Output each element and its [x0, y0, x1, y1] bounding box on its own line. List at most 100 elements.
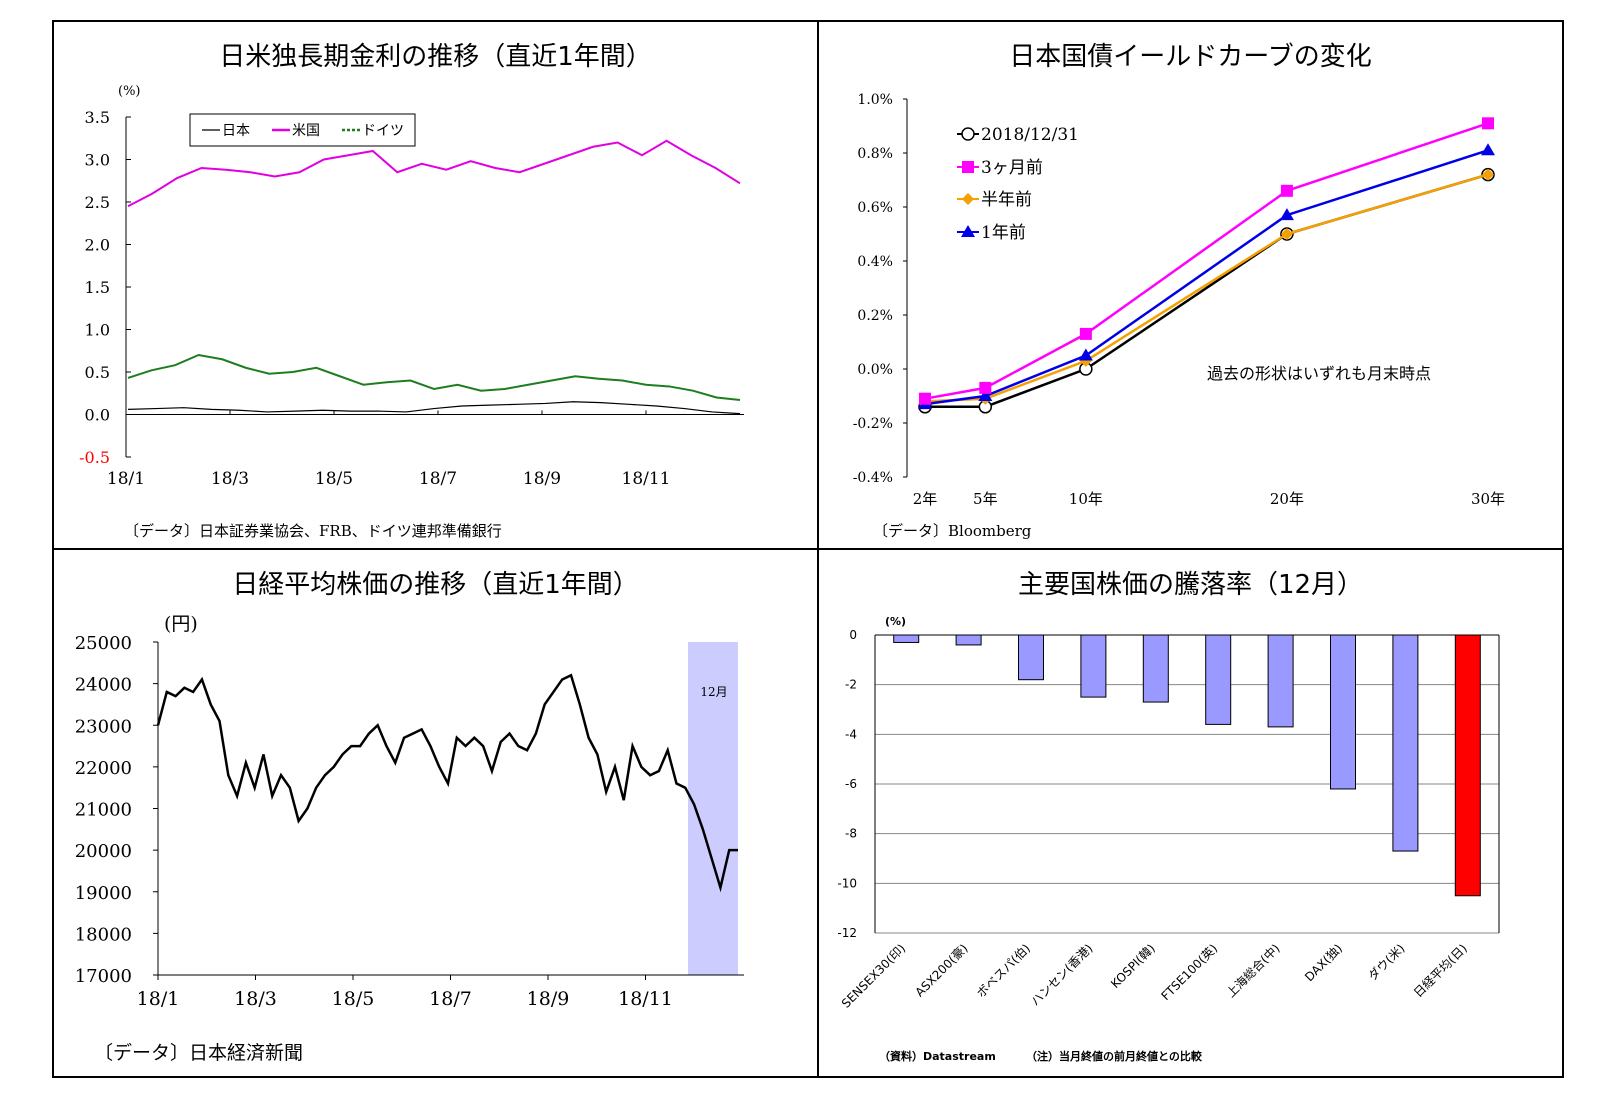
y-tick-label: 3.0 [85, 151, 110, 170]
x-tick-label: 5年 [973, 490, 998, 508]
yc-point-6m [1482, 168, 1494, 181]
bar-9 [1454, 634, 1481, 897]
x-tick-label: 10年 [1069, 490, 1103, 508]
yc-legend-label-2: 半年前 [981, 190, 1032, 210]
yc-point-1y [1078, 348, 1093, 361]
stock-returns-panel: 主要国株価の騰落率（12月） (%) 0 -2 -4 -6 -8 -10 -12 SENSEX3… [819, 550, 1562, 1076]
yc-point-1y [1481, 143, 1495, 156]
x-tick-label: 18/1 [137, 988, 180, 1010]
bar-5 [1205, 634, 1232, 725]
y-tick-label: 3.5 [85, 108, 110, 127]
bar-2 [1018, 634, 1044, 681]
yc-point-3m [1079, 327, 1092, 340]
x-tick-label: 18/11 [618, 988, 673, 1010]
stock-returns-source: （資料）Datastream [879, 1050, 996, 1063]
x-tick-label: 18/7 [419, 469, 457, 489]
y-tick-label: -10 [837, 876, 857, 890]
x-tick-label: 20年 [1270, 490, 1304, 508]
y-tick-label: -0.2% [853, 416, 893, 432]
y-tick-label: 2.5 [85, 193, 110, 212]
y-tick-label: 1.5 [85, 278, 110, 297]
yc-legend-label-0: 2018/12/31 [981, 125, 1079, 145]
legend-label-0: 日本 [222, 123, 250, 139]
x-tick-label-7: DAX(独) [1302, 941, 1345, 984]
x-tick-label: 18/1 [107, 469, 145, 489]
rates-chart: (%) 3.5 3.0 2.5 2.0 1.5 1.0 0.5 0.0 -0.5 18/1 18/3 1… [79, 84, 744, 489]
x-tick-label-1: ASX200(豪) [912, 941, 971, 1000]
nikkei-line [156, 673, 738, 893]
y-tick-label: 0 [849, 628, 857, 642]
x-tick-label-3: ハンセン(香港) [1028, 941, 1095, 1008]
bar-1 [955, 634, 982, 646]
yc-point-6m [1280, 228, 1293, 240]
y-tick-label: 0.2% [857, 308, 893, 324]
yc-point-3m [919, 392, 931, 405]
x-tick-label: 18/5 [332, 988, 375, 1010]
nikkei-title: 日経平均株価の推移（直近1年間） [232, 570, 639, 600]
x-tick-label: 18/9 [523, 469, 561, 489]
y-tick-label: -8 [845, 827, 857, 841]
y-tick-label: 0.5 [85, 363, 110, 382]
x-tick-label: 30年 [1471, 490, 1505, 508]
y-tick-label: 1.0% [857, 92, 893, 108]
bar-8 [1392, 634, 1419, 852]
y-tick-label: -12 [837, 926, 857, 940]
yc-point-1y [1279, 208, 1294, 221]
x-tick-label: 18/7 [429, 988, 472, 1010]
yc-annotation: 過去の形状はいずれも月末時点 [1207, 364, 1431, 383]
y-tick-label: 1.0 [85, 321, 110, 340]
y-tick-label: 23000 [75, 716, 132, 737]
y-tick-label: 0.0% [857, 362, 893, 378]
bar-6 [1267, 634, 1294, 728]
rates-legend [189, 113, 416, 147]
unit-label: (円) [164, 613, 198, 635]
december-label: 12月 [700, 685, 727, 699]
x-tick-label: 2年 [913, 490, 938, 508]
legend-label-1: 米国 [292, 123, 320, 139]
y-tick-label: 19000 [75, 883, 132, 904]
x-tick-label: 18/11 [622, 469, 671, 489]
y-tick-label: 2.0 [85, 236, 110, 255]
x-tick-label-4: KOSPI(韓) [1108, 941, 1158, 991]
yc-legend-marker [961, 225, 975, 237]
rates-source: 〔データ〕日本証券業協会、FRB、ドイツ連邦準備銀行 [124, 522, 502, 540]
rates-line-2 [127, 353, 741, 402]
rates-title: 日米独長期金利の推移（直近1年間） [219, 42, 652, 72]
nikkei-panel: 日経平均株価の推移（直近1年間） 12月 (円) 25000 24000 23000 22… [54, 550, 819, 1076]
nikkei-source: 〔データ〕日本経済新聞 [94, 1042, 304, 1064]
y-tick-label: 0.0 [85, 406, 110, 425]
yc-legend-marker [962, 161, 974, 173]
yc-point-3m [1280, 184, 1293, 197]
rates-line-1 [127, 139, 741, 208]
y-tick-label: -4 [845, 727, 857, 741]
x-tick-label-2: ボベスパ(伯) [973, 941, 1033, 1001]
yc-legend-marker [962, 193, 974, 205]
y-tick-label: 0.4% [857, 254, 893, 270]
yc-legend-label-1: 3ヶ月前 [981, 158, 1043, 178]
x-tick-label: 18/3 [234, 988, 277, 1010]
unit-label: (%) [118, 84, 141, 99]
y-tick-label: 18000 [75, 924, 132, 945]
x-tick-label: 18/9 [527, 988, 570, 1010]
y-tick-label: 25000 [75, 633, 132, 654]
x-tick-label-9: 日経平均(日) [1411, 941, 1470, 1000]
yc-point-3m [979, 381, 992, 394]
rates-line-0 [127, 401, 741, 415]
yield-curve-chart: 1.0% 0.8% 0.6% 0.4% 0.2% 0.0% -0.2% -0.4% 2年 5年 10… [853, 92, 1505, 508]
y-tick-label: 17000 [75, 966, 132, 987]
unit-label: (%) [885, 615, 906, 628]
y-tick-label: -2 [845, 678, 857, 692]
nikkei-chart: 12月 (円) 25000 24000 23000 22000 21000 20000 1900… [75, 613, 744, 1010]
bar-3 [1080, 634, 1107, 698]
y-tick-label: 22000 [75, 758, 132, 779]
x-tick-label: 18/5 [315, 469, 353, 489]
x-tick-label-6: 上海総合(中) [1223, 941, 1283, 1001]
y-tick-label: 0.6% [857, 200, 893, 216]
y-tick-label: 21000 [75, 800, 132, 821]
x-tick-label-8: ダウ(米) [1365, 941, 1408, 984]
y-tick-label: 20000 [75, 841, 132, 862]
bar-4 [1142, 634, 1169, 703]
y-tick-label: -6 [845, 777, 857, 791]
y-tick-label: -0.5 [79, 448, 110, 467]
